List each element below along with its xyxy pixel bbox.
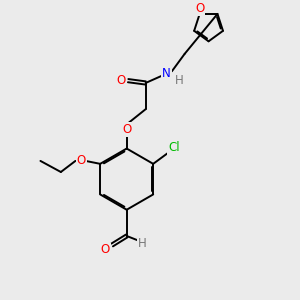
Text: H: H bbox=[138, 237, 147, 250]
Text: O: O bbox=[76, 154, 86, 167]
Text: O: O bbox=[195, 2, 204, 15]
Text: O: O bbox=[116, 74, 126, 87]
Text: Cl: Cl bbox=[168, 141, 180, 154]
Text: O: O bbox=[100, 243, 110, 256]
Text: N: N bbox=[162, 67, 171, 80]
Text: O: O bbox=[122, 123, 131, 136]
Text: H: H bbox=[175, 74, 184, 87]
